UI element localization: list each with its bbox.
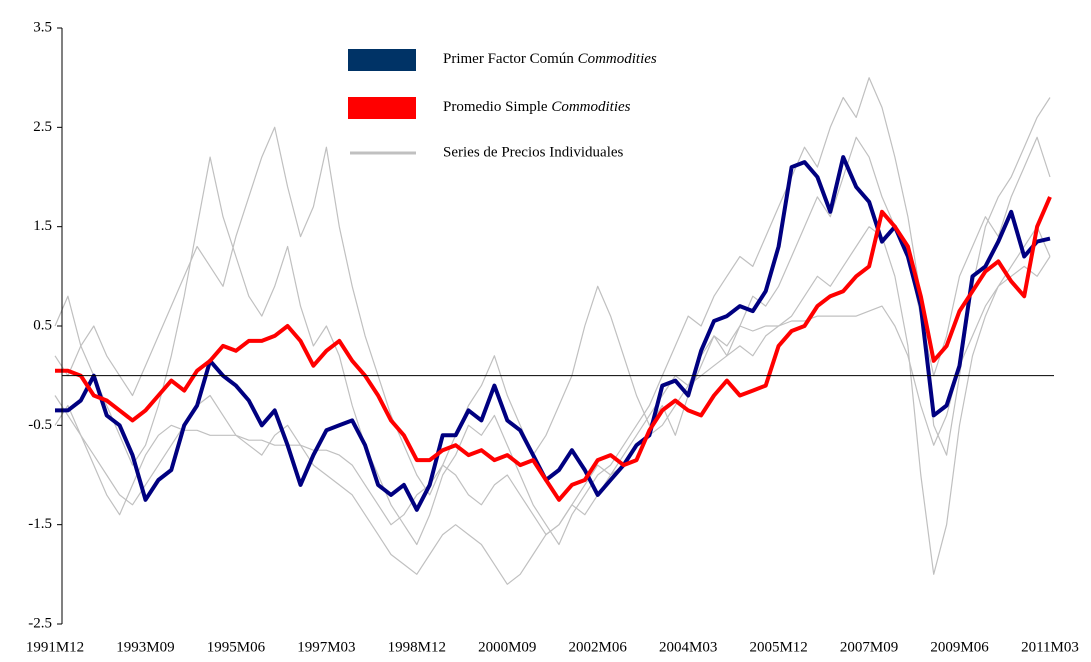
y-tick-label: -2.5 [28,615,52,631]
individual-line [54,256,1051,536]
x-tick-label: 1998M12 [388,639,446,655]
y-tick-label: 3.5 [33,19,52,35]
x-tick-label: 2005M12 [749,639,807,655]
x-tick-label: 1993M09 [116,639,174,655]
main-lines [55,155,1052,512]
legend-label: Series de Precios Individuales [443,144,624,160]
individual-line [54,126,1051,496]
y-tick-label: -1.5 [28,516,52,532]
legend: Primer Factor Común Commodities Promedio … [348,49,657,160]
y-tick-label: 2.5 [33,119,52,135]
x-tick-label: 1991M12 [26,639,84,655]
x-tick-label: 2004M03 [659,639,717,655]
series-line [55,196,1052,502]
x-tick-label: 1995M06 [207,639,266,655]
x-tick-label: 2009M06 [930,639,989,655]
legend-label: Primer Factor Común Commodities [443,51,657,67]
x-tick-label: 2011M03 [1021,639,1079,655]
individual-line [54,226,1051,585]
x-tick-label: 2002M06 [569,639,628,655]
x-tick-label: 1997M03 [297,639,355,655]
legend-swatch [348,49,416,71]
series-line [55,155,1051,512]
y-tick-label: 1.5 [33,218,52,234]
individual-line [54,77,1051,546]
individual-lines [54,77,1051,585]
x-tick-label: 2000M09 [478,639,536,655]
x-tick-label: 2007M09 [840,639,898,655]
y-tick-label: -0.5 [28,417,52,433]
legend-swatch [348,97,416,119]
legend-label: Promedio Simple Commodities [443,99,631,115]
axes: -2.5 -1.5 -0.5 0.5 1.5 2.5 3.5 1991M12 1993M09 19… [26,19,1079,655]
y-tick-label: 0.5 [33,317,52,333]
